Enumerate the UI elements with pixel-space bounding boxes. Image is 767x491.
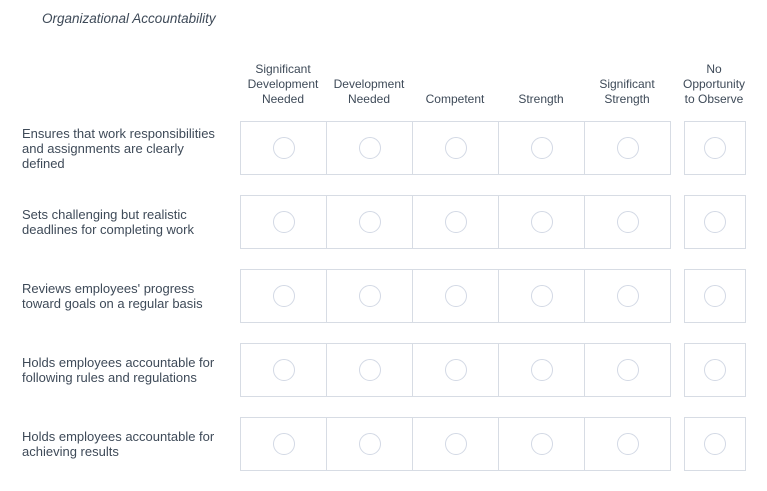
rating-cell bbox=[413, 344, 499, 396]
radio-r1-significant-development-needed[interactable] bbox=[272, 137, 295, 159]
rating-cell bbox=[499, 344, 585, 396]
rating-cell-group bbox=[240, 343, 671, 397]
radio-r5-significant-strength[interactable] bbox=[616, 433, 639, 455]
radio-r3-development-needed[interactable] bbox=[358, 285, 381, 307]
matrix-row-realistic-deadlines: Sets challenging but realistic deadlines… bbox=[22, 195, 746, 249]
rating-cell bbox=[327, 344, 413, 396]
column-header-development-needed: Development Needed bbox=[333, 77, 405, 106]
radio-r2-no-opportunity[interactable] bbox=[704, 211, 726, 233]
radio-r4-no-opportunity[interactable] bbox=[704, 359, 726, 381]
row-label: Holds employees accountable for achievin… bbox=[22, 429, 215, 459]
rating-cell bbox=[499, 270, 585, 322]
rating-cell bbox=[241, 196, 327, 248]
rating-matrix: Significant Development Needed Developme… bbox=[22, 0, 746, 471]
column-header-no-opportunity-to-observe: No Opportunity to Observe bbox=[683, 62, 746, 106]
radio-r3-significant-development-needed[interactable] bbox=[272, 285, 295, 307]
radio-r1-development-needed[interactable] bbox=[358, 137, 381, 159]
row-label: Reviews employees' progress toward goals… bbox=[22, 281, 203, 311]
matrix-row-rules-regulations: Holds employees accountable for followin… bbox=[22, 343, 746, 397]
matrix-row-reviews-progress: Reviews employees' progress toward goals… bbox=[22, 269, 746, 323]
radio-r5-development-needed[interactable] bbox=[358, 433, 381, 455]
column-header-strength: Strength bbox=[518, 92, 564, 106]
radio-r1-competent[interactable] bbox=[444, 137, 467, 159]
column-header-significant-development-needed: Significant Development Needed bbox=[247, 62, 319, 106]
rating-cell bbox=[241, 418, 327, 470]
rating-cell-no-opportunity bbox=[684, 343, 746, 397]
radio-r2-competent[interactable] bbox=[444, 211, 467, 233]
rating-cell-no-opportunity bbox=[684, 121, 746, 175]
radio-r1-significant-strength[interactable] bbox=[616, 137, 639, 159]
rating-cell-group bbox=[240, 269, 671, 323]
radio-r3-strength[interactable] bbox=[530, 285, 553, 307]
radio-r5-significant-development-needed[interactable] bbox=[272, 433, 295, 455]
rating-cell bbox=[241, 270, 327, 322]
radio-r5-no-opportunity[interactable] bbox=[704, 433, 726, 455]
radio-r2-strength[interactable] bbox=[530, 211, 553, 233]
rating-cell-no-opportunity bbox=[684, 417, 746, 471]
radio-r1-no-opportunity[interactable] bbox=[704, 137, 726, 159]
radio-r4-significant-development-needed[interactable] bbox=[272, 359, 295, 381]
rating-cell bbox=[327, 122, 413, 174]
radio-r4-competent[interactable] bbox=[444, 359, 467, 381]
rating-cell-group bbox=[240, 121, 671, 175]
radio-r3-competent[interactable] bbox=[444, 285, 467, 307]
rating-cell bbox=[327, 270, 413, 322]
radio-r1-strength[interactable] bbox=[530, 137, 553, 159]
section-title: Organizational Accountability bbox=[42, 11, 216, 26]
radio-r3-significant-strength[interactable] bbox=[616, 285, 639, 307]
rating-cell bbox=[499, 418, 585, 470]
radio-r5-competent[interactable] bbox=[444, 433, 467, 455]
radio-r2-significant-development-needed[interactable] bbox=[272, 211, 295, 233]
rating-cell bbox=[585, 122, 670, 174]
rating-cell-group bbox=[240, 195, 671, 249]
rating-cell-no-opportunity bbox=[684, 195, 746, 249]
rating-cell-group bbox=[240, 417, 671, 471]
rating-cell bbox=[327, 418, 413, 470]
rating-cell bbox=[499, 196, 585, 248]
rating-cell bbox=[241, 344, 327, 396]
radio-r2-significant-strength[interactable] bbox=[616, 211, 639, 233]
row-label: Sets challenging but realistic deadlines… bbox=[22, 207, 194, 237]
rating-cell bbox=[413, 418, 499, 470]
rating-cell bbox=[585, 196, 670, 248]
rating-cell bbox=[585, 344, 670, 396]
column-header-competent: Competent bbox=[425, 92, 485, 106]
rating-cell bbox=[499, 122, 585, 174]
row-label: Ensures that work responsibilities and a… bbox=[22, 125, 215, 171]
row-label: Holds employees accountable for followin… bbox=[22, 355, 215, 385]
rating-cell bbox=[413, 122, 499, 174]
rating-cell bbox=[327, 196, 413, 248]
radio-r4-significant-strength[interactable] bbox=[616, 359, 639, 381]
matrix-header-row: Significant Development Needed Developme… bbox=[22, 0, 746, 107]
matrix-row-responsibilities-defined: Ensures that work responsibilities and a… bbox=[22, 121, 746, 175]
rating-cell bbox=[241, 122, 327, 174]
radio-r4-development-needed[interactable] bbox=[358, 359, 381, 381]
rating-cell bbox=[413, 196, 499, 248]
column-header-significant-strength: Significant Strength bbox=[599, 77, 655, 106]
rating-cell-no-opportunity bbox=[684, 269, 746, 323]
radio-r4-strength[interactable] bbox=[530, 359, 553, 381]
rating-cell bbox=[585, 270, 670, 322]
rating-cell bbox=[413, 270, 499, 322]
radio-r5-strength[interactable] bbox=[530, 433, 553, 455]
matrix-row-achieving-results: Holds employees accountable for achievin… bbox=[22, 417, 746, 471]
radio-r2-development-needed[interactable] bbox=[358, 211, 381, 233]
radio-r3-no-opportunity[interactable] bbox=[704, 285, 726, 307]
rating-cell bbox=[585, 418, 670, 470]
